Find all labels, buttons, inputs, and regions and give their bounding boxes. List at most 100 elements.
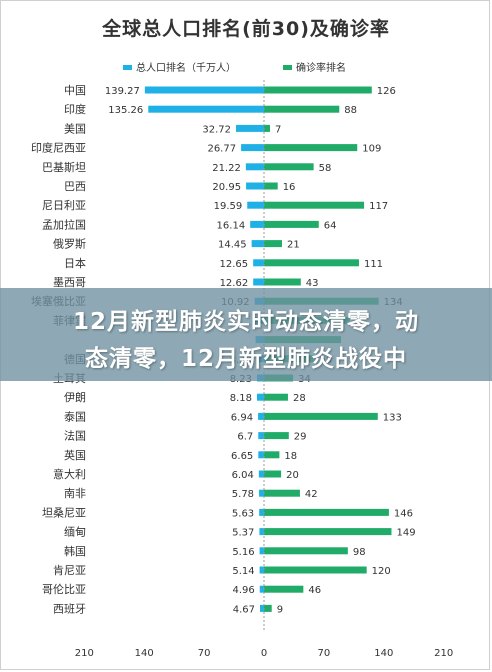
data-label-infection-rank: 109: [362, 144, 381, 155]
data-label-population: 12.65: [220, 259, 249, 270]
category-label: 孟加拉国: [42, 217, 86, 231]
data-label-infection-rank: 28: [293, 393, 306, 404]
data-label-population: 32.72: [202, 124, 231, 135]
category-label: 日本: [64, 256, 86, 270]
category-label: 泰国: [64, 409, 86, 423]
data-label-population: 5.16: [232, 547, 254, 558]
data-label-population: 6.65: [231, 451, 253, 462]
bar-population: [259, 566, 264, 574]
data-label-infection-rank: 133: [383, 412, 402, 423]
bar-infection-rank: [264, 508, 389, 516]
bar-infection-rank: [264, 182, 278, 190]
legend-swatch-infection-rank: [283, 65, 292, 70]
data-label-population: 19.59: [214, 201, 243, 212]
data-label-infection-rank: 29: [294, 432, 307, 443]
bar-infection-rank: [264, 393, 288, 401]
data-label-infection-rank: 20: [286, 470, 299, 481]
bar-infection-rank: [264, 432, 289, 440]
data-label-infection-rank: 21: [287, 240, 300, 251]
bar-population: [258, 470, 264, 478]
data-label-population: 4.67: [233, 604, 255, 615]
bar-population: [258, 451, 264, 459]
bar-population: [258, 432, 264, 440]
bar-infection-rank: [264, 566, 367, 574]
data-label-population: 139.27: [105, 86, 140, 97]
legend-label-infection-rank: 确诊率排名: [296, 61, 346, 74]
bar-population: [259, 585, 264, 593]
bar-population: [259, 508, 264, 516]
bar-infection-rank: [264, 105, 340, 113]
bar-population: [241, 144, 264, 152]
data-label-population: 5.37: [232, 528, 254, 539]
data-label-population: 21.22: [212, 163, 241, 174]
bar-infection-rank: [264, 240, 282, 248]
bar-infection-rank: [264, 412, 378, 420]
data-label-population: 26.77: [207, 144, 236, 155]
x-tick-label: 70: [198, 648, 211, 659]
bar-infection-rank: [264, 278, 301, 286]
data-label-infection-rank: 43: [306, 278, 319, 289]
data-label-population: 4.96: [232, 585, 254, 596]
data-label-infection-rank: 18: [284, 451, 297, 462]
data-label-infection-rank: 58: [319, 163, 332, 174]
data-label-infection-rank: 98: [353, 547, 366, 558]
data-label-infection-rank: 64: [324, 220, 337, 231]
category-label: 尼日利亚: [42, 199, 86, 212]
bar-population: [258, 412, 264, 420]
data-label-infection-rank: 126: [377, 86, 396, 97]
data-label-infection-rank: 46: [308, 585, 321, 596]
bar-population: [259, 528, 264, 536]
category-label: 中国: [64, 84, 86, 97]
x-tick-label: 0: [261, 648, 267, 659]
data-label-infection-rank: 9: [277, 604, 283, 615]
data-label-population: 6.04: [232, 470, 254, 481]
bar-population: [257, 393, 264, 401]
bar-infection-rank: [264, 470, 282, 478]
bar-infection-rank: [264, 585, 304, 593]
data-label-infection-rank: 42: [305, 489, 318, 500]
data-label-infection-rank: 7: [275, 124, 281, 135]
category-label: 意大利: [53, 467, 86, 481]
data-label-population: 135.26: [108, 105, 143, 116]
bar-infection-rank: [264, 86, 372, 94]
category-label: 肯尼亚: [53, 564, 86, 577]
x-tick-label: 140: [374, 648, 393, 659]
bar-infection-rank: [264, 124, 270, 132]
bar-population: [250, 220, 264, 228]
bar-population: [245, 163, 264, 171]
data-label-population: 8.18: [230, 393, 252, 404]
bar-infection-rank: [264, 528, 392, 536]
bar-infection-rank: [264, 547, 348, 555]
data-label-population: 5.14: [232, 566, 254, 577]
bar-population: [247, 201, 264, 209]
headline-line-1: 12月新型肺炎实时动态清零，动: [72, 309, 419, 335]
category-label: 英国: [64, 448, 86, 462]
data-label-infection-rank: 120: [372, 566, 391, 577]
data-label-infection-rank: 88: [344, 105, 357, 116]
bar-population: [259, 547, 264, 555]
category-label: 坦桑尼亚: [42, 505, 86, 519]
data-label-infection-rank: 146: [394, 508, 413, 519]
bar-population: [253, 259, 264, 267]
bar-infection-rank: [264, 201, 365, 209]
data-label-infection-rank: 149: [396, 528, 415, 539]
data-label-infection-rank: 16: [283, 182, 296, 193]
x-tick-label: 210: [434, 648, 453, 659]
bar-population: [148, 105, 264, 113]
data-label-infection-rank: 111: [364, 259, 383, 270]
x-tick-label: 210: [75, 648, 94, 659]
legend-swatch-population: [123, 65, 132, 70]
category-label: 墨西哥: [53, 276, 86, 289]
data-label-infection-rank: 117: [369, 201, 388, 212]
data-label-population: 16.14: [217, 220, 246, 231]
category-label: 巴西: [64, 180, 86, 193]
data-label-population: 12.62: [220, 278, 249, 289]
data-label-population: 6.7: [237, 432, 253, 443]
bar-population: [251, 240, 264, 248]
category-label: 法国: [64, 429, 86, 443]
category-label: 西班牙: [53, 602, 86, 615]
data-label-population: 5.78: [232, 489, 254, 500]
category-label: 南非: [64, 487, 86, 500]
category-label: 俄罗斯: [53, 238, 86, 251]
